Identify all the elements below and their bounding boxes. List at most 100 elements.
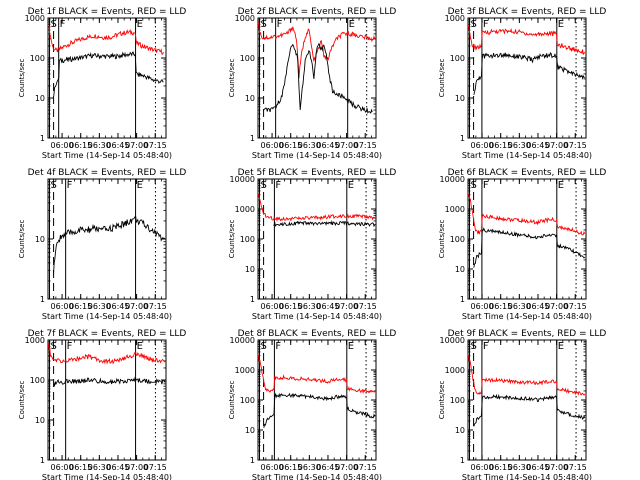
y-tick-label: 10: [35, 416, 45, 425]
series-line-events-black: [263, 392, 376, 429]
x-tick-label: 06:30: [508, 463, 531, 472]
y-tick-label: 10: [455, 426, 465, 435]
x-tick-label: 06:15: [279, 302, 302, 311]
x-axis-label: Start Time (14-Sep-14 05:48:40): [42, 473, 172, 480]
y-tick-label: 10: [245, 265, 255, 274]
event-marker-label: F: [67, 180, 73, 191]
plot-frame: [257, 17, 377, 139]
series-line-events-black: [53, 376, 166, 388]
x-axis-label: Start Time (14-Sep-14 05:48:40): [462, 473, 592, 480]
y-tick-label: 1000: [235, 205, 255, 214]
chart-title: Det 2f BLACK = Events, RED = LLD: [238, 7, 397, 17]
y-axis-label: Counts/sec: [228, 381, 236, 420]
x-tick-label: 06:30: [298, 141, 321, 150]
y-tick-label: 1000: [445, 14, 465, 23]
x-axis-label: Start Time (14-Sep-14 05:48:40): [42, 151, 172, 160]
y-tick-label: 10: [35, 235, 45, 244]
event-marker-label: E: [348, 341, 354, 352]
x-tick-label: 06:00: [51, 302, 74, 311]
plot-frame: [467, 17, 587, 139]
x-tick-label: 06:15: [489, 463, 512, 472]
x-tick-label: 07:00: [125, 463, 148, 472]
x-tick-label: 06:45: [526, 141, 549, 150]
event-marker-label: E: [558, 180, 564, 191]
y-tick-label: 1000: [445, 205, 465, 214]
event-marker-label: E: [137, 180, 143, 191]
x-tick-label: 07:00: [125, 302, 148, 311]
x-tick-label: 06:00: [471, 302, 494, 311]
y-tick-label: 100: [30, 54, 45, 63]
series-line-lld-red: [47, 342, 166, 365]
y-tick-label: 100: [240, 54, 255, 63]
chart-title: Det 6f BLACK = Events, RED = LLD: [448, 168, 607, 178]
y-tick-label: 1000: [25, 14, 45, 23]
x-tick-label: 07:15: [354, 302, 377, 311]
x-tick-label: 07:00: [335, 141, 358, 150]
x-tick-label: 06:15: [69, 302, 92, 311]
x-tick-label: 06:45: [106, 141, 129, 150]
chart-panel-5: Det 5f BLACK = Events, RED = LLD 1 10 100 10…: [228, 168, 396, 321]
series-line-lld-red: [257, 193, 376, 222]
y-tick-label: 10: [455, 94, 465, 103]
y-tick-label: 10000: [440, 336, 465, 345]
x-tick-label: 07:15: [144, 141, 167, 150]
series-line-events-black: [263, 42, 373, 114]
x-tick-label: 06:00: [51, 141, 74, 150]
y-axis-label: Counts/sec: [18, 381, 26, 420]
x-tick-label: 07:00: [545, 302, 568, 311]
event-marker-label: F: [483, 341, 489, 352]
y-tick-label: 1: [460, 134, 465, 143]
y-tick-label: 1: [40, 134, 45, 143]
event-marker-label: E: [558, 19, 564, 30]
x-tick-label: 07:15: [354, 141, 377, 150]
chart-title: Det 3f BLACK = Events, RED = LLD: [448, 7, 607, 17]
event-marker-label: F: [60, 19, 66, 30]
y-axis-label: Counts/sec: [18, 59, 26, 98]
x-tick-label: 07:00: [545, 141, 568, 150]
plot-frame: [257, 339, 377, 461]
x-tick-label: 06:45: [316, 141, 339, 150]
y-axis-label: Counts/sec: [438, 59, 446, 98]
y-tick-label: 1: [250, 134, 255, 143]
event-marker-label: F: [67, 341, 73, 352]
x-tick-label: 07:00: [545, 463, 568, 472]
x-tick-label: 07:15: [564, 463, 587, 472]
y-tick-label: 100: [240, 235, 255, 244]
y-tick-label: 1000: [235, 366, 255, 375]
x-tick-label: 06:45: [316, 302, 339, 311]
series-line-lld-red: [48, 25, 164, 55]
series-line-lld-red: [467, 25, 586, 56]
x-tick-label: 06:45: [106, 463, 129, 472]
x-tick-label: 07:00: [335, 302, 358, 311]
series-line-events-black: [473, 51, 586, 96]
chart-title: Det 5f BLACK = Events, RED = LLD: [238, 168, 397, 178]
x-tick-label: 06:45: [526, 302, 549, 311]
y-tick-label: 1000: [25, 336, 45, 345]
x-tick-label: 06:30: [88, 302, 111, 311]
x-tick-label: 07:00: [125, 141, 148, 150]
y-tick-label: 1: [40, 456, 45, 465]
x-tick-label: 06:30: [298, 302, 321, 311]
chart-title: Det 8f BLACK = Events, RED = LLD: [238, 329, 397, 339]
series-line-events-black: [273, 219, 376, 228]
event-marker-label: E: [348, 180, 354, 191]
event-marker-label: E: [349, 19, 355, 30]
chart-panel-6: Det 6f BLACK = Events, RED = LLD 1 10 100 10…: [438, 168, 606, 321]
chart-title: Det 4f BLACK = Events, RED = LLD: [28, 168, 187, 178]
x-tick-label: 06:15: [69, 463, 92, 472]
y-tick-label: 1: [250, 295, 255, 304]
y-tick-label: 1000: [235, 14, 255, 23]
chart-panel-4: Det 4f BLACK = Events, RED = LLD 1 10 06:00…: [18, 168, 186, 321]
series-line-events-black: [473, 227, 586, 268]
chart-panel-9: Det 9f BLACK = Events, RED = LLD 1 10 100 10…: [438, 329, 606, 480]
event-marker-label: F: [483, 180, 489, 191]
event-marker-label: E: [558, 341, 564, 352]
series-line-lld-red: [257, 354, 376, 395]
x-tick-label: 07:15: [144, 463, 167, 472]
x-tick-label: 06:00: [261, 302, 284, 311]
x-tick-label: 07:15: [564, 302, 587, 311]
chart-panel-3: Det 3f BLACK = Events, RED = LLD 1 10 100 10…: [438, 7, 606, 160]
chart-title: Det 1f BLACK = Events, RED = LLD: [28, 7, 187, 17]
x-axis-label: Start Time (14-Sep-14 05:48:40): [252, 473, 382, 480]
y-tick-label: 10000: [230, 175, 255, 184]
